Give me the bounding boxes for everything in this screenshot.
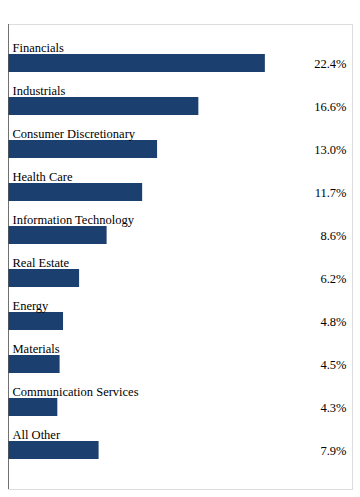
svg-text:6.2%: 6.2%	[320, 272, 346, 286]
svg-text:Materials: Materials	[13, 342, 60, 356]
svg-text:7.9%: 7.9%	[320, 444, 346, 458]
svg-text:22.4%: 22.4%	[314, 57, 346, 71]
svg-text:Information Technology: Information Technology	[13, 213, 135, 227]
svg-text:Real Estate: Real Estate	[13, 256, 70, 270]
svg-text:4.5%: 4.5%	[320, 358, 346, 372]
svg-text:8.6%: 8.6%	[320, 229, 346, 243]
svg-text:Industrials: Industrials	[13, 84, 66, 98]
svg-text:4.3%: 4.3%	[320, 401, 346, 415]
svg-text:Health Care: Health Care	[13, 170, 73, 184]
svg-text:16.6%: 16.6%	[314, 100, 346, 114]
svg-text:Communication Services: Communication Services	[13, 385, 139, 399]
svg-text:4.8%: 4.8%	[320, 315, 346, 329]
svg-text:Consumer Discretionary: Consumer Discretionary	[13, 127, 136, 141]
svg-text:13.0%: 13.0%	[314, 143, 346, 157]
svg-text:Financials: Financials	[13, 41, 65, 55]
svg-text:All Other: All Other	[13, 428, 61, 442]
svg-text:11.7%: 11.7%	[315, 186, 347, 200]
svg-text:Energy: Energy	[13, 299, 50, 313]
